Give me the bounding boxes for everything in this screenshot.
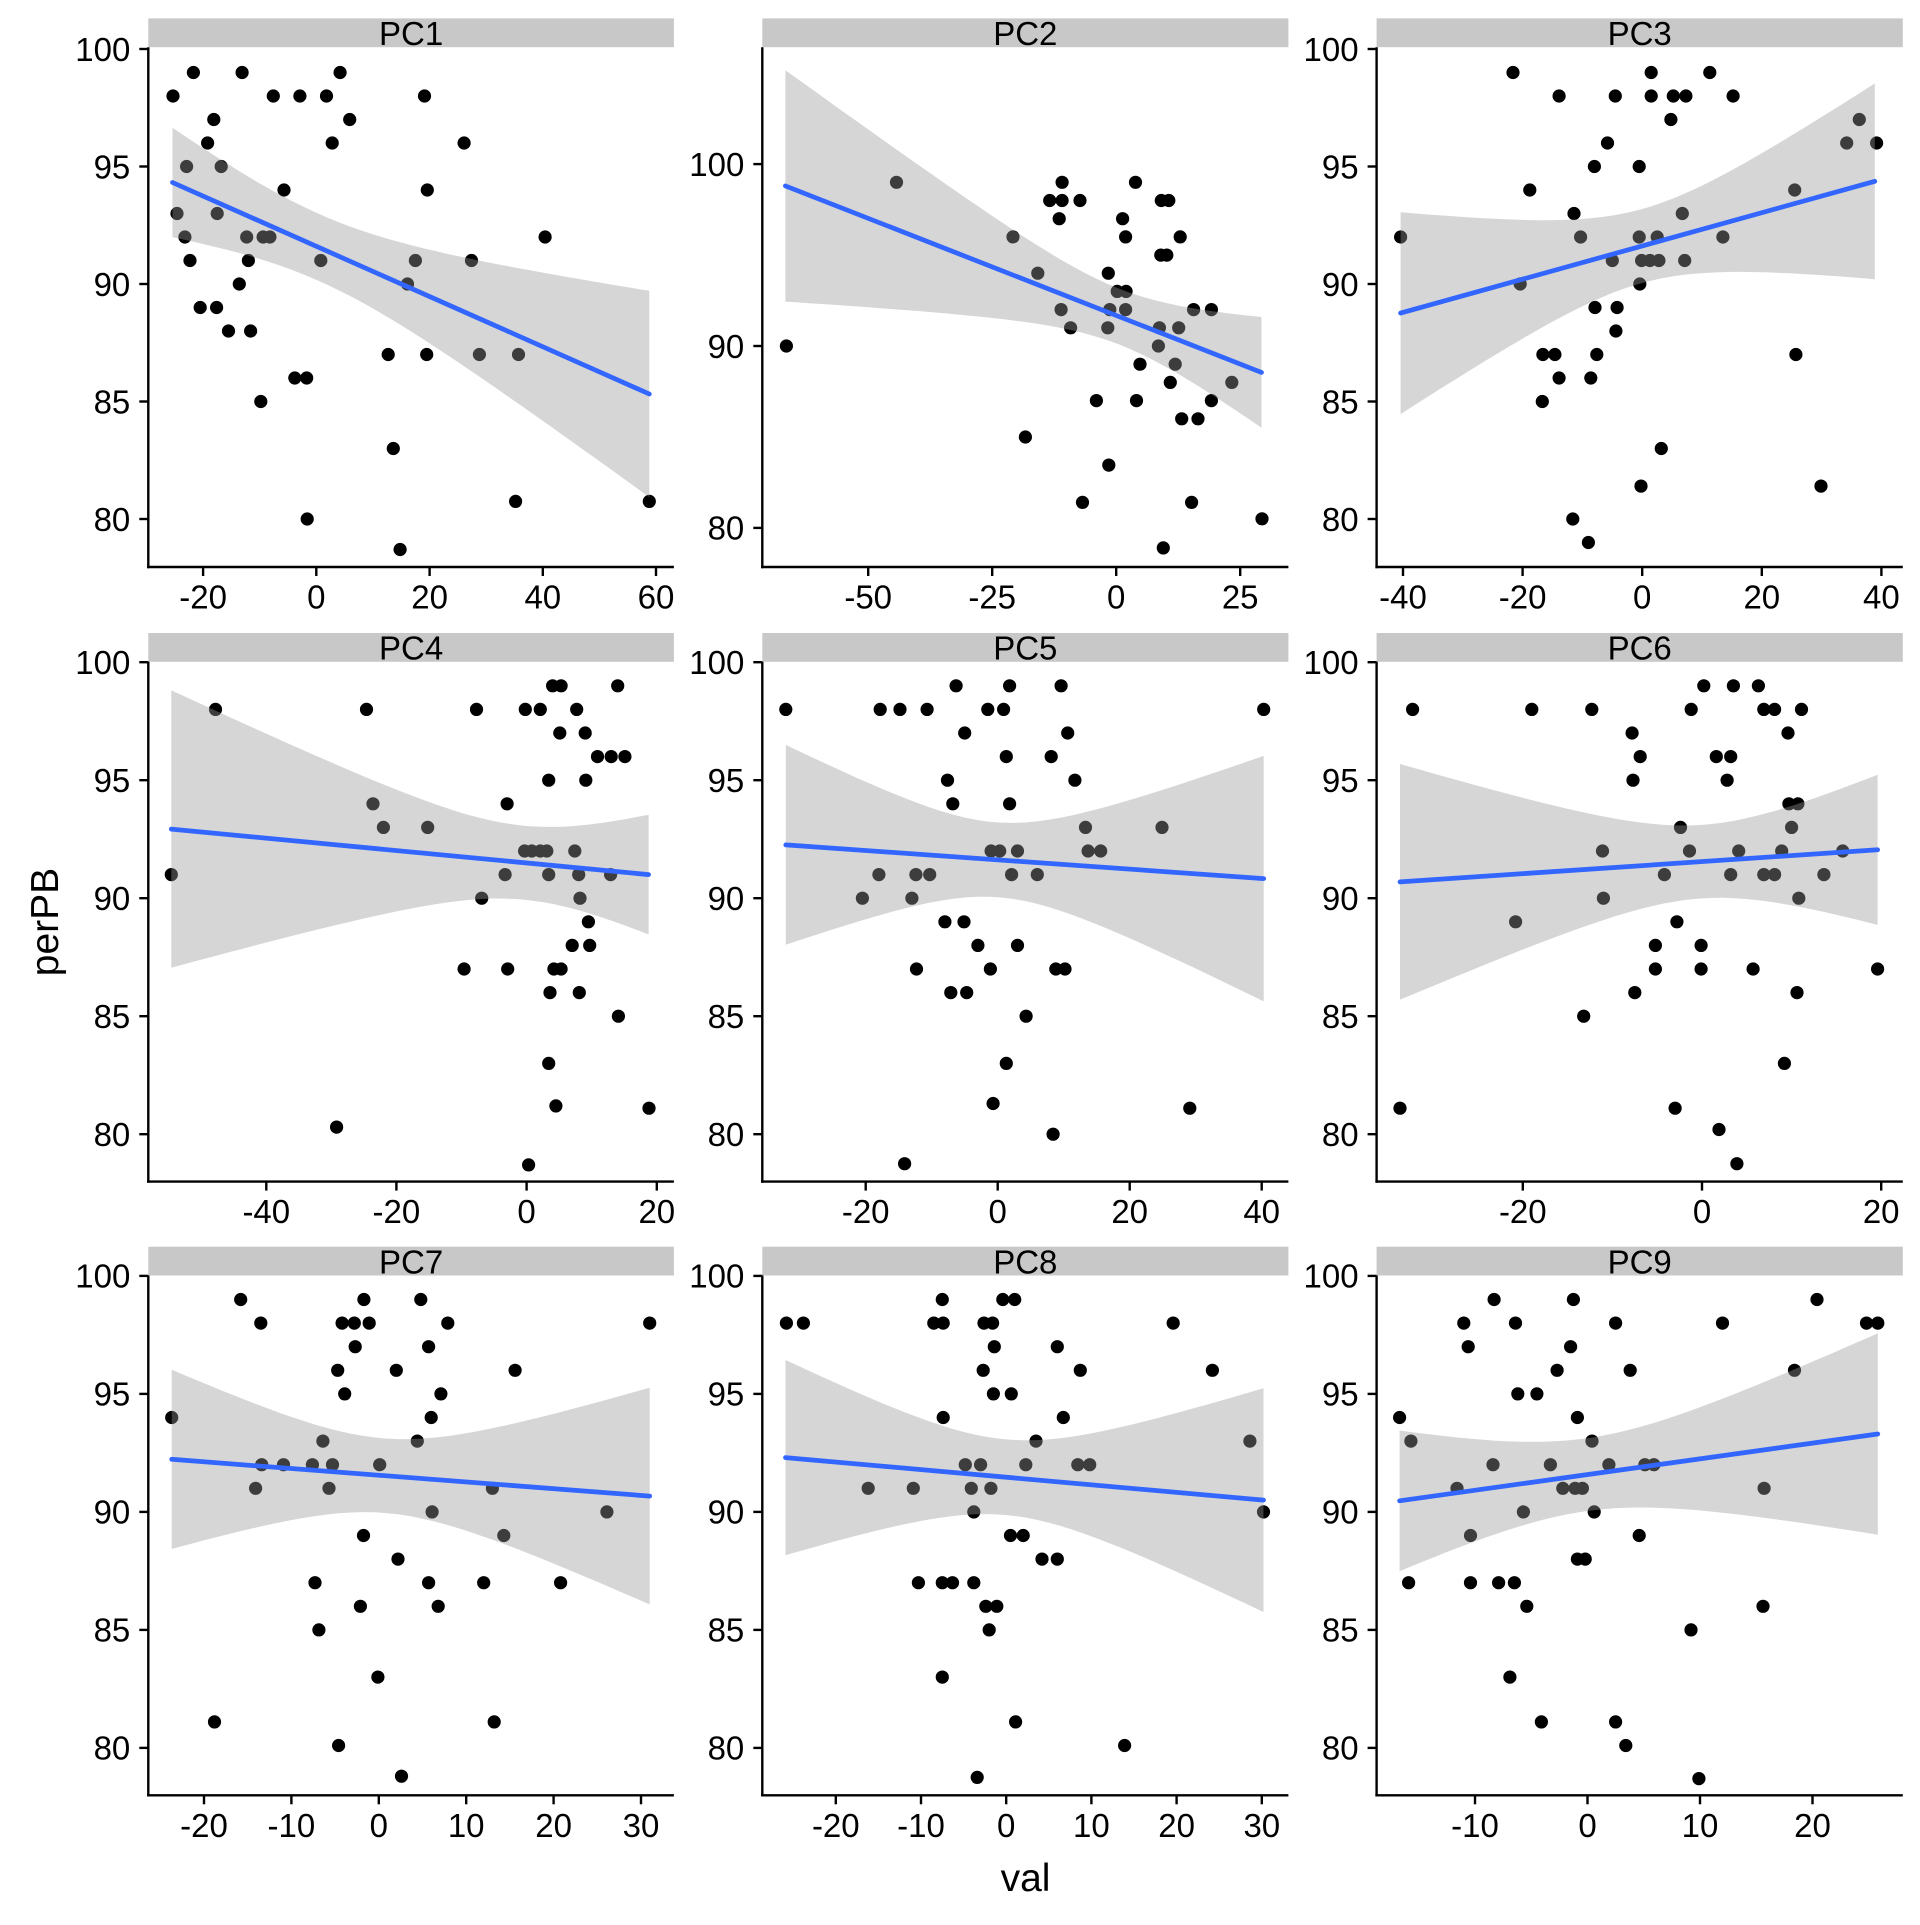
svg-text:-40: -40	[242, 1193, 290, 1230]
svg-text:-10: -10	[897, 1807, 945, 1844]
svg-text:95: 95	[1322, 148, 1359, 185]
svg-text:20: 20	[1158, 1807, 1195, 1844]
svg-text:40: 40	[524, 579, 561, 616]
svg-text:90: 90	[1322, 1494, 1359, 1531]
svg-text:30: 30	[623, 1807, 660, 1844]
svg-text:100: 100	[689, 1258, 744, 1295]
svg-text:80: 80	[708, 510, 745, 547]
svg-text:95: 95	[708, 1376, 745, 1413]
svg-text:10: 10	[1682, 1807, 1719, 1844]
svg-text:10: 10	[1073, 1807, 1110, 1844]
svg-text:85: 85	[1322, 1612, 1359, 1649]
svg-text:PC6: PC6	[1608, 630, 1672, 667]
svg-text:PC9: PC9	[1608, 1243, 1672, 1280]
svg-text:20: 20	[638, 1193, 675, 1230]
svg-text:0: 0	[1693, 1193, 1711, 1230]
svg-text:85: 85	[94, 383, 131, 420]
svg-text:90: 90	[1322, 266, 1359, 303]
svg-text:-10: -10	[1451, 1807, 1499, 1844]
svg-text:-20: -20	[1499, 1193, 1547, 1230]
svg-text:20: 20	[535, 1807, 572, 1844]
svg-text:85: 85	[1322, 383, 1359, 420]
svg-text:0: 0	[1107, 579, 1125, 616]
svg-text:95: 95	[94, 1376, 131, 1413]
svg-text:90: 90	[94, 880, 131, 917]
svg-text:20: 20	[1743, 579, 1780, 616]
svg-text:PC5: PC5	[993, 630, 1057, 667]
svg-text:10: 10	[448, 1807, 485, 1844]
svg-text:90: 90	[708, 880, 745, 917]
svg-text:95: 95	[94, 148, 131, 185]
svg-text:20: 20	[1111, 1193, 1148, 1230]
svg-text:-50: -50	[844, 579, 892, 616]
svg-text:0: 0	[997, 1807, 1015, 1844]
svg-text:85: 85	[94, 1612, 131, 1649]
svg-text:100: 100	[75, 644, 130, 681]
svg-text:80: 80	[1322, 501, 1359, 538]
svg-text:-20: -20	[373, 1193, 421, 1230]
svg-text:80: 80	[708, 1730, 745, 1767]
svg-text:PC2: PC2	[993, 15, 1057, 52]
svg-text:val: val	[1001, 1857, 1051, 1900]
svg-text:-20: -20	[179, 579, 227, 616]
svg-text:PC1: PC1	[379, 15, 443, 52]
svg-text:20: 20	[411, 579, 448, 616]
svg-text:0: 0	[307, 579, 325, 616]
svg-text:80: 80	[1322, 1730, 1359, 1767]
svg-text:100: 100	[1304, 644, 1359, 681]
svg-text:40: 40	[1243, 1193, 1280, 1230]
svg-text:PC3: PC3	[1608, 15, 1672, 52]
svg-text:PC7: PC7	[379, 1243, 443, 1280]
svg-text:90: 90	[94, 1494, 131, 1531]
svg-text:0: 0	[989, 1193, 1007, 1230]
svg-text:80: 80	[94, 1730, 131, 1767]
svg-text:90: 90	[94, 266, 131, 303]
svg-text:-40: -40	[1379, 579, 1427, 616]
svg-text:95: 95	[1322, 1376, 1359, 1413]
svg-text:100: 100	[75, 1258, 130, 1295]
svg-text:80: 80	[94, 501, 131, 538]
svg-text:100: 100	[689, 644, 744, 681]
svg-text:100: 100	[1304, 1258, 1359, 1295]
svg-text:80: 80	[94, 1116, 131, 1153]
svg-text:95: 95	[708, 762, 745, 799]
svg-text:PC4: PC4	[379, 630, 443, 667]
svg-text:25: 25	[1222, 579, 1259, 616]
svg-text:PC8: PC8	[993, 1243, 1057, 1280]
svg-text:90: 90	[708, 1494, 745, 1531]
svg-text:0: 0	[1578, 1807, 1596, 1844]
svg-text:0: 0	[517, 1193, 535, 1230]
svg-text:-10: -10	[268, 1807, 316, 1844]
svg-text:85: 85	[708, 998, 745, 1035]
svg-text:-20: -20	[842, 1193, 890, 1230]
svg-text:100: 100	[1304, 31, 1359, 68]
svg-text:20: 20	[1794, 1807, 1831, 1844]
svg-text:90: 90	[1322, 880, 1359, 917]
svg-text:80: 80	[1322, 1116, 1359, 1153]
svg-text:20: 20	[1863, 1193, 1900, 1230]
svg-text:95: 95	[94, 762, 131, 799]
svg-text:-20: -20	[812, 1807, 860, 1844]
svg-text:perPB: perPB	[24, 868, 67, 976]
svg-text:40: 40	[1863, 579, 1900, 616]
svg-text:95: 95	[1322, 762, 1359, 799]
svg-text:-20: -20	[1499, 579, 1547, 616]
svg-text:85: 85	[708, 1612, 745, 1649]
svg-text:-25: -25	[968, 579, 1016, 616]
svg-text:60: 60	[638, 579, 675, 616]
svg-text:100: 100	[689, 146, 744, 183]
svg-text:0: 0	[1633, 579, 1651, 616]
svg-text:85: 85	[94, 998, 131, 1035]
svg-text:30: 30	[1243, 1807, 1280, 1844]
svg-text:-20: -20	[180, 1807, 228, 1844]
svg-text:90: 90	[708, 328, 745, 365]
svg-text:0: 0	[370, 1807, 388, 1844]
svg-text:80: 80	[708, 1116, 745, 1153]
svg-text:85: 85	[1322, 998, 1359, 1035]
svg-text:100: 100	[75, 31, 130, 68]
